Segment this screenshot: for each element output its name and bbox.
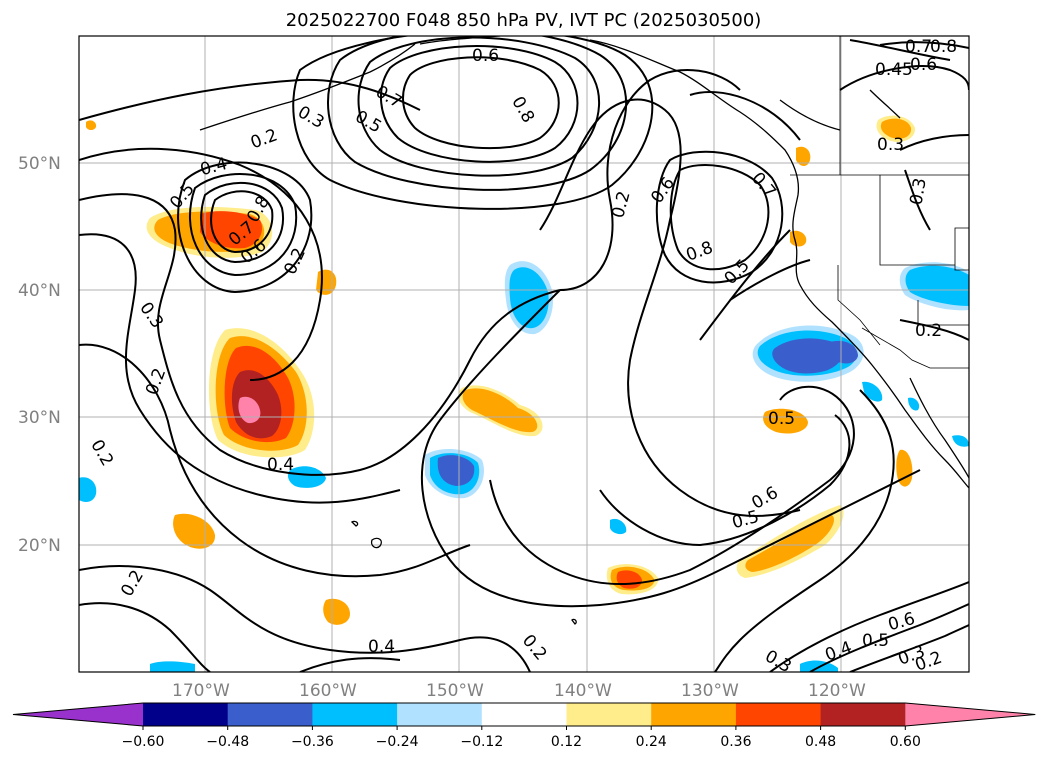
colorbar-segment — [820, 703, 906, 726]
contour-label: 0.45 — [875, 60, 913, 80]
contour-label: 0.6 — [472, 46, 499, 66]
contour-label: 0.3 — [294, 102, 327, 133]
negative-anomaly-blob — [287, 466, 326, 488]
lon-label: 160°W — [299, 681, 357, 701]
colorbar-segment — [397, 703, 483, 726]
positive-anomaly-blob — [745, 515, 835, 572]
colorbar-tick-label: −0.60 — [122, 734, 165, 750]
contour-label: 0.2 — [608, 189, 634, 220]
negative-anomaly-blob — [509, 267, 549, 329]
lon-label: 120°W — [808, 681, 866, 701]
negative-anomaly-blob — [150, 661, 195, 672]
positive-anomaly-blob — [173, 513, 216, 549]
contour-label: 0.3 — [877, 135, 904, 155]
contour-label: 0.7 — [747, 169, 780, 203]
colorbar-segment — [566, 703, 652, 726]
negative-anomaly-blob — [908, 397, 920, 411]
contour-label: 0.2 — [142, 366, 170, 398]
colorbar-tick-label: 0.36 — [720, 734, 751, 750]
pv-contours — [79, 36, 969, 672]
colorbar-tick-label: 0.48 — [805, 734, 836, 750]
borders — [790, 36, 969, 369]
negative-anomaly-blob — [862, 381, 883, 402]
colorbar-tick-label: −0.48 — [206, 734, 249, 750]
contour-label: 0.5 — [768, 409, 795, 429]
positive-anomaly-blob — [790, 230, 807, 247]
map-title: 2025022700 F048 850 hPa PV, IVT PC (2025… — [285, 10, 762, 31]
colorbar-tick-label: 0.60 — [890, 734, 921, 750]
contour-label: 0.2 — [86, 436, 117, 469]
shaded-anomalies — [79, 115, 969, 672]
colorbar: −0.60 −0.48 −0.36 −0.24 −0.12 0.12 0.24 0.36 0.4… — [12, 702, 1036, 750]
contour-label: 0.3 — [906, 176, 930, 206]
contour-label: 0.5 — [721, 256, 754, 289]
contour-label: 0.4 — [823, 638, 855, 666]
colorbar-segment — [481, 703, 567, 726]
lon-label: 170°W — [172, 681, 230, 701]
lon-label: 150°W — [426, 681, 484, 701]
lat-label: 50°N — [18, 154, 61, 174]
positive-anomaly-blob — [316, 269, 337, 295]
colorbar-tick-label: −0.12 — [460, 734, 503, 750]
contour-label: 0.8 — [684, 238, 716, 266]
colorbar-segment — [312, 703, 398, 726]
colorbar-tick-label: −0.36 — [291, 734, 334, 750]
lat-label: 20°N — [18, 536, 61, 556]
latitude-labels: 50°N 40°N 30°N 20°N — [18, 154, 61, 556]
positive-anomaly-blob — [323, 598, 350, 625]
longitude-labels: 170°W 160°W 150°W 140°W 130°W 120°W — [172, 681, 866, 701]
contour-label: 0.4 — [267, 455, 294, 475]
positive-anomaly-blob — [763, 408, 808, 434]
negative-anomaly-blob — [437, 455, 475, 486]
coastlines — [199, 36, 969, 625]
positive-anomaly-blob — [880, 118, 912, 139]
colorbar-extend-high — [905, 703, 1036, 726]
negative-anomaly-blob — [827, 340, 858, 364]
positive-anomaly-blob — [462, 388, 538, 433]
negative-anomaly-blob — [905, 265, 969, 306]
colorbar-tick-label: −0.24 — [376, 734, 419, 750]
negative-anomaly-blob — [772, 338, 843, 374]
contour-label: 0.2 — [248, 125, 280, 153]
colorbar-segment — [143, 703, 229, 726]
negative-anomaly-blob — [952, 435, 969, 447]
lon-label: 140°W — [554, 681, 612, 701]
contour-label: 0.8 — [930, 37, 957, 57]
colorbar-tick-label: 0.12 — [551, 734, 582, 750]
map-frame — [78, 35, 970, 673]
colorbar-segment — [227, 703, 313, 726]
negative-anomaly-blob — [79, 477, 97, 502]
contour-label: 0.2 — [915, 321, 942, 341]
colorbar-extend-low — [13, 703, 143, 726]
contour-label: 0.5 — [352, 107, 385, 138]
contour-label: 0.5 — [862, 631, 889, 651]
positive-anomaly-blob — [896, 449, 913, 487]
colorbar-segment — [735, 703, 822, 726]
lat-label: 30°N — [18, 408, 61, 428]
contour-label: 0.7 — [905, 37, 932, 57]
lat-label: 40°N — [18, 281, 61, 301]
positive-anomaly-blob — [86, 120, 97, 130]
contour-label: 0.6 — [910, 55, 937, 75]
contour-label: 0.7 — [372, 82, 405, 113]
lon-label: 130°W — [681, 681, 739, 701]
contour-label: 0.6 — [886, 609, 917, 635]
contour-label: 0.2 — [117, 567, 148, 600]
contour-label: 0.3 — [135, 299, 167, 333]
contour-label: 0.4 — [368, 637, 395, 657]
colorbar-tick-label: 0.24 — [636, 734, 667, 750]
colorbar-segment — [651, 703, 737, 726]
negative-anomaly-blob — [610, 518, 627, 535]
positive-anomaly-blob — [796, 146, 811, 166]
contour-label: 0.8 — [507, 93, 538, 126]
